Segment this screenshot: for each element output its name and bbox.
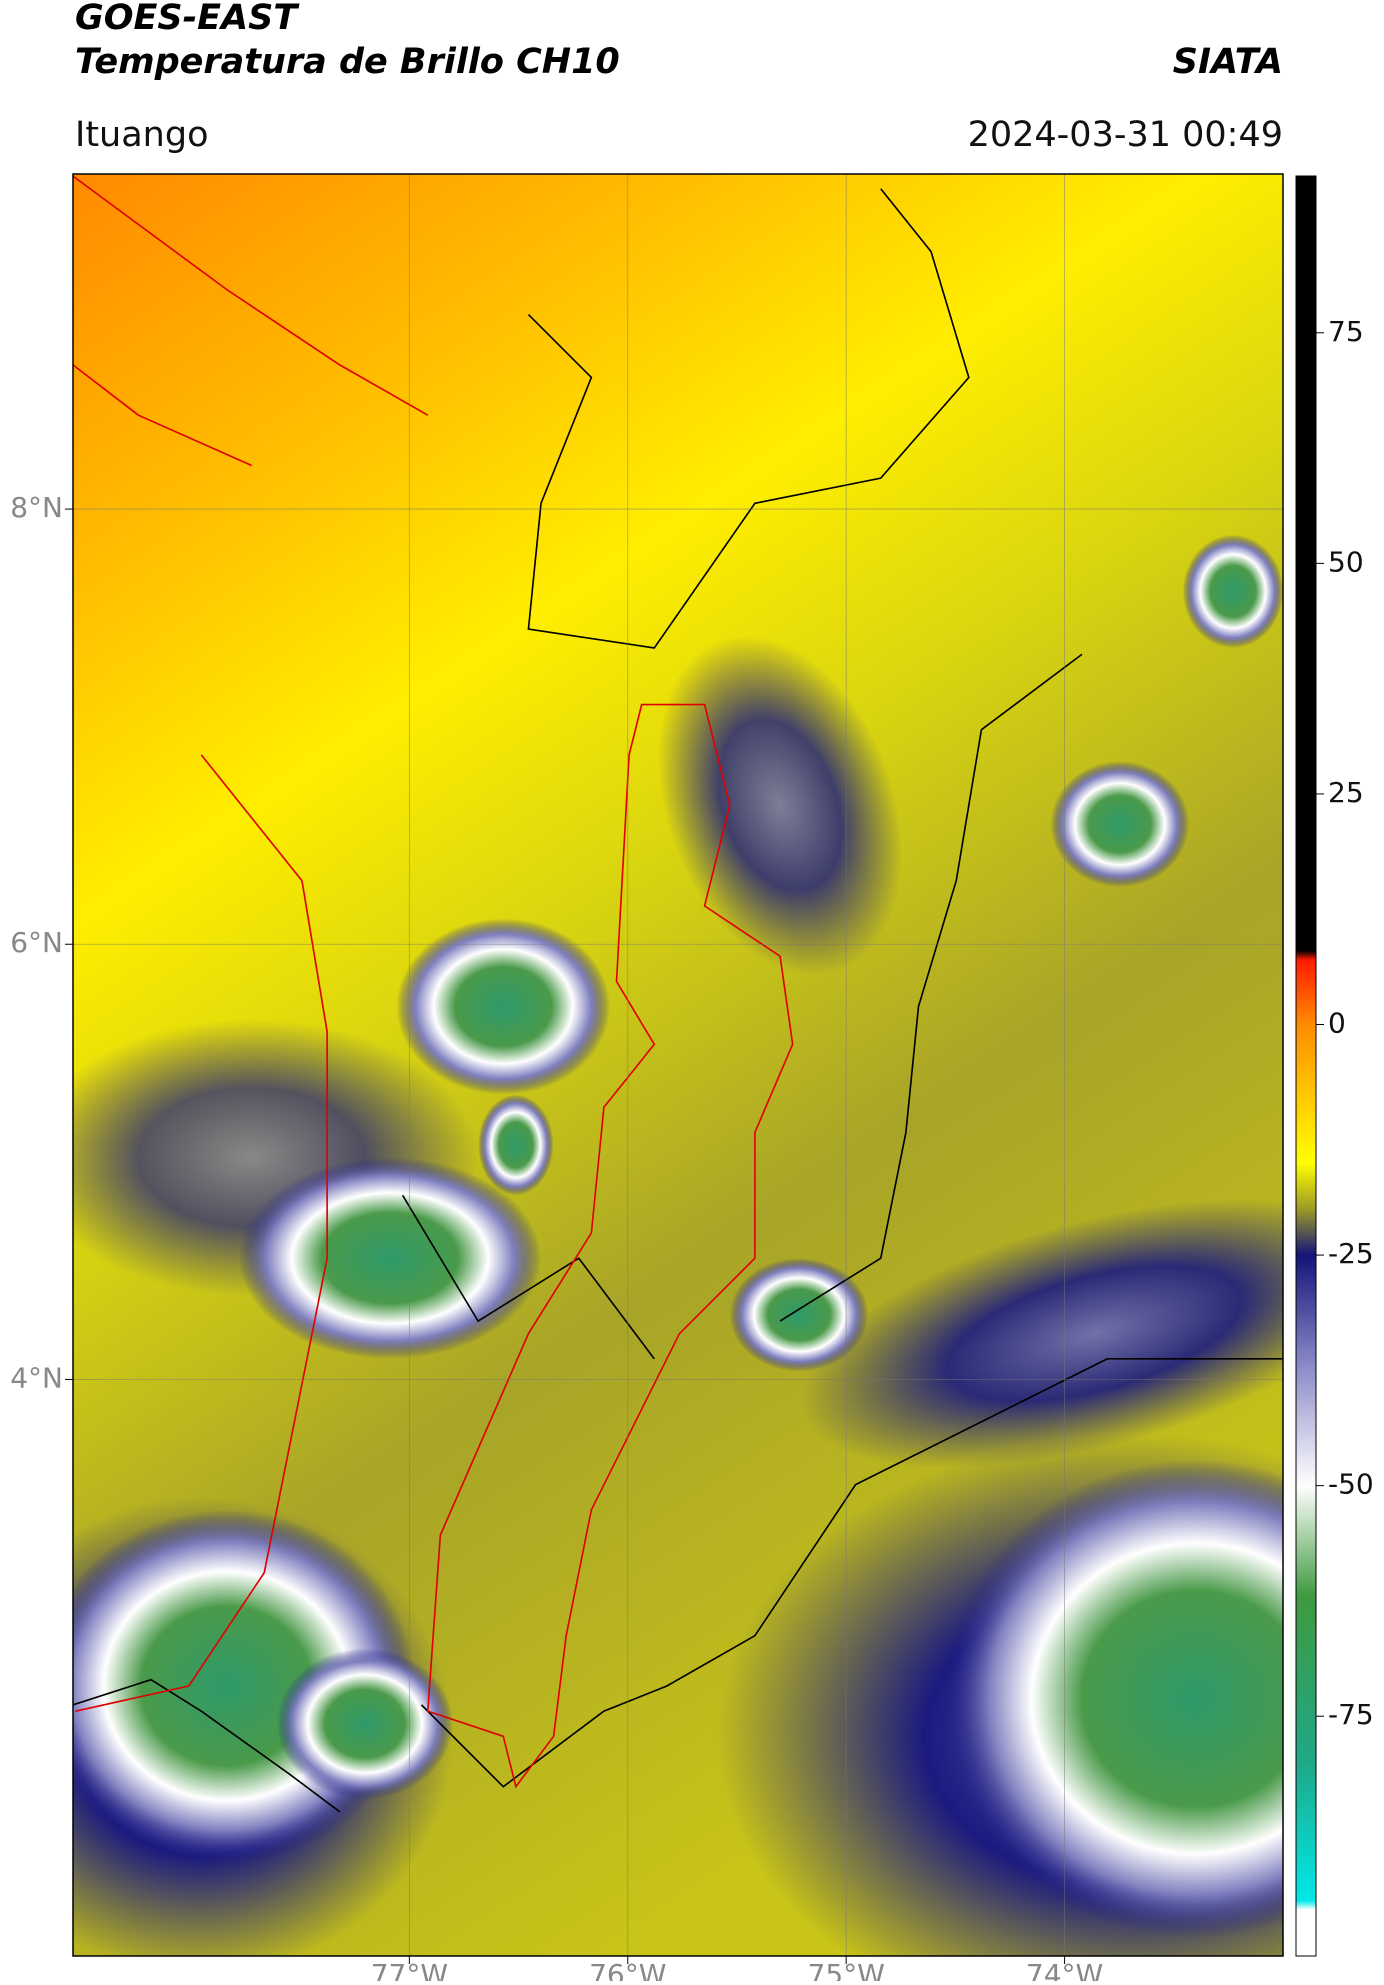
- colorbar-tick-label: 25: [1328, 776, 1364, 809]
- location: Ituango: [75, 115, 209, 155]
- source: SIATA: [1173, 42, 1283, 82]
- colorbar-tick-label: -25: [1328, 1237, 1374, 1270]
- colorbar-tick-label: 0: [1328, 1006, 1346, 1039]
- colorbar-tick-label: -50: [1328, 1468, 1374, 1501]
- colorbar-tick-label: 50: [1328, 545, 1364, 578]
- datetime: 2024-03-31 00:49: [968, 115, 1283, 155]
- subtitle: Temperatura de Brillo CH10: [75, 42, 620, 82]
- header: GOES-EAST Temperatura de Brillo CH10 SIA…: [75, 0, 1283, 155]
- x-tick-label: 75°W: [808, 1958, 885, 1981]
- map-frame: [72, 173, 1284, 1957]
- colorbar: [1295, 175, 1317, 1957]
- colorbar-tick-label: -75: [1328, 1698, 1374, 1731]
- colorbar-tick-label: 75: [1328, 315, 1364, 348]
- x-tick-label: 76°W: [589, 1958, 666, 1981]
- map-image: [73, 174, 1283, 1956]
- y-tick-label: 6°N: [10, 926, 63, 959]
- title: GOES-EAST: [75, 0, 300, 38]
- x-tick-label: 74°W: [1026, 1958, 1103, 1981]
- y-tick-label: 8°N: [10, 491, 63, 524]
- x-tick-label: 77°W: [371, 1958, 448, 1981]
- y-tick-label: 4°N: [10, 1361, 63, 1394]
